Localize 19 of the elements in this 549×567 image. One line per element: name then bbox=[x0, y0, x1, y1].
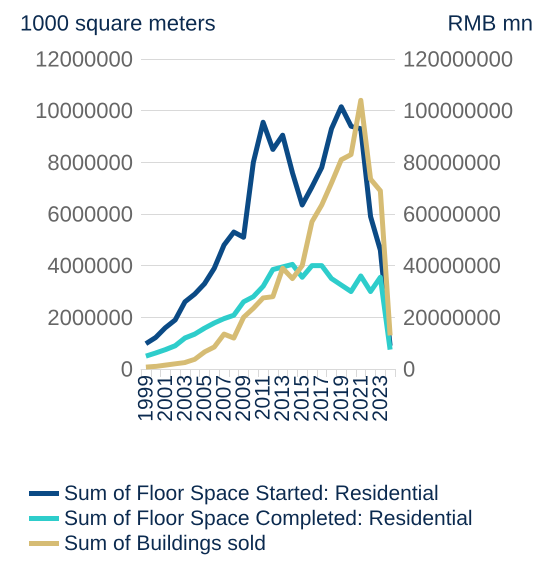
y2-tick-label: 120000000 bbox=[403, 46, 514, 72]
legend-label: Sum of Floor Space Started: Residential bbox=[64, 482, 439, 505]
y-tick-label: 6000000 bbox=[47, 202, 133, 226]
y2-axis-title: RMB mn bbox=[447, 10, 533, 36]
y2-tick-label: 80000000 bbox=[403, 150, 501, 175]
y-tick-label: 4000000 bbox=[47, 253, 133, 278]
y-axis-title: 1000 square meters bbox=[20, 10, 216, 36]
y-tick-label: 0 bbox=[120, 356, 133, 382]
y2-tick-label: 20000000 bbox=[403, 304, 501, 330]
y-tick-label: 12000000 bbox=[35, 46, 133, 72]
y2-tick-label: 40000000 bbox=[403, 253, 501, 278]
y-tick-label: 10000000 bbox=[35, 98, 133, 124]
y-tick-label: 8000000 bbox=[47, 150, 133, 175]
legend-label: Sum of Floor Space Completed: Residential bbox=[64, 507, 473, 530]
legend-label: Sum of Buildings sold bbox=[64, 532, 266, 555]
y2-tick-label: 100000000 bbox=[403, 98, 514, 124]
y2-tick-label: 60000000 bbox=[403, 202, 501, 226]
y-tick-label: 2000000 bbox=[47, 304, 133, 330]
y2-tick-label: 0 bbox=[403, 356, 416, 382]
